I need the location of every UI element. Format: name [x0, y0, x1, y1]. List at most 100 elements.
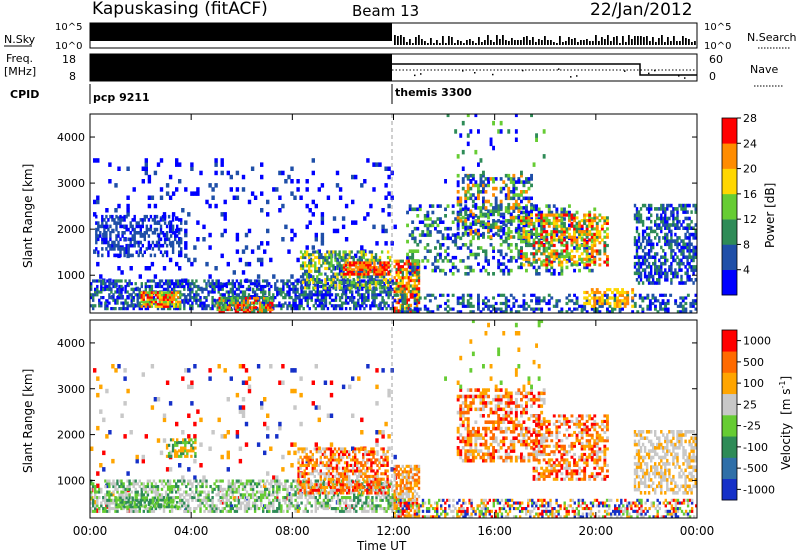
heatmap-cell: [290, 228, 294, 234]
heatmap-cell: [96, 508, 100, 513]
heatmap-cell: [670, 203, 673, 208]
heatmap-cell: [397, 267, 400, 272]
heatmap-cell: [555, 230, 559, 234]
heatmap-cell: [355, 270, 358, 274]
heatmap-cell: [406, 255, 409, 260]
heatmap-cell: [114, 482, 117, 486]
heatmap-cell: [423, 307, 427, 311]
heatmap-cell: [580, 238, 584, 242]
heatmap-cell: [670, 245, 673, 250]
heatmap-cell: [314, 293, 317, 297]
heatmap-cell: [660, 213, 663, 218]
heatmap-cell: [123, 231, 126, 235]
heatmap-cell: [150, 364, 155, 369]
heatmap-cell: [512, 215, 516, 220]
heatmap-cell: [690, 258, 693, 263]
heatmap-cell: [144, 158, 148, 163]
heatmap-cell: [129, 243, 132, 248]
heatmap-cell: [108, 286, 112, 292]
heatmap-cell: [124, 307, 127, 311]
heatmap-cell: [557, 252, 561, 257]
heatmap-cell: [573, 238, 576, 242]
heatmap-cell: [176, 234, 179, 238]
heatmap-cell: [583, 307, 587, 311]
heatmap-cell: [517, 196, 521, 201]
heatmap-cell: [466, 114, 470, 118]
heatmap-cell: [132, 290, 135, 294]
heatmap-cell: [178, 227, 181, 232]
heatmap-cell: [387, 434, 391, 439]
heatmap-cell: [361, 304, 364, 308]
heatmap-cell: [94, 287, 97, 291]
heatmap-cell: [316, 290, 319, 294]
heatmap-cell: [271, 299, 274, 302]
heatmap-cell: [387, 191, 391, 196]
heatmap-cell: [678, 219, 681, 224]
heatmap-cell: [367, 296, 370, 300]
heatmap-cell: [560, 252, 564, 256]
heatmap-cell: [92, 296, 95, 300]
heatmap-cell: [110, 290, 113, 294]
heatmap-cell: [173, 282, 176, 286]
heatmap-cell: [375, 384, 379, 390]
heatmap-cell: [540, 224, 544, 228]
heatmap-cell: [108, 293, 111, 297]
heatmap-cell: [123, 237, 126, 242]
heatmap-cell: [102, 467, 106, 472]
heatmap-cell: [120, 284, 123, 289]
heatmap-cell: [532, 227, 536, 231]
heatmap-cell: [583, 265, 587, 270]
heatmap-cell: [353, 307, 356, 311]
heatmap-cell: [116, 296, 119, 300]
heatmap-cell: [148, 296, 152, 299]
heatmap-cell: [304, 279, 307, 283]
heatmap-cell: [451, 307, 455, 311]
heatmap-cell: [557, 310, 561, 313]
heatmap-cell: [109, 214, 112, 219]
heatmap-cell: [355, 272, 358, 276]
heatmap-cell: [90, 296, 93, 300]
heatmap-cell: [464, 265, 468, 270]
heatmap-cell: [461, 180, 465, 184]
heatmap-cell: [593, 299, 597, 303]
heatmap-cell: [222, 306, 225, 309]
heatmap-cell: [377, 270, 380, 274]
heatmap-cell: [100, 304, 103, 308]
heatmap-cell: [373, 301, 376, 305]
heatmap-cell: [361, 301, 364, 305]
heatmap-cell: [263, 306, 266, 309]
heatmap-cell: [263, 249, 267, 254]
heatmap-cell: [694, 203, 697, 208]
heatmap-cell: [349, 290, 352, 294]
heatmap-cell: [143, 250, 146, 254]
heatmap-cell: [202, 475, 206, 480]
heatmap-cell: [647, 210, 651, 214]
heatmap-cell: [304, 255, 307, 260]
heatmap-cell: [537, 307, 541, 311]
heatmap-cell: [489, 235, 493, 239]
heatmap-cell: [255, 284, 259, 289]
heatmap-cell: [565, 310, 569, 313]
heatmap-cell: [129, 508, 133, 513]
heatmap-cell: [199, 286, 203, 292]
heatmap-cell: [428, 310, 432, 313]
heatmap-cell: [439, 255, 442, 260]
heatmap-cell: [338, 307, 342, 311]
nsky-bar: [535, 42, 537, 45]
heatmap-cell: [497, 204, 501, 208]
heatmap-cell: [608, 296, 612, 300]
heatmap-cell: [373, 290, 376, 294]
heatmap-cell: [312, 264, 315, 268]
heatmap-cell: [171, 218, 175, 222]
heatmap-cell: [314, 261, 317, 265]
heatmap-cell: [96, 498, 99, 502]
heatmap-cell: [221, 287, 224, 291]
heatmap-cell: [177, 291, 180, 294]
heatmap-cell: [223, 199, 227, 205]
heatmap-cell: [340, 258, 343, 262]
heatmap-cell: [251, 287, 255, 291]
heatmap-cell: [220, 212, 224, 217]
heatmap-cell: [466, 299, 470, 303]
heatmap-cell: [326, 293, 330, 297]
heatmap-cell: [318, 266, 321, 271]
